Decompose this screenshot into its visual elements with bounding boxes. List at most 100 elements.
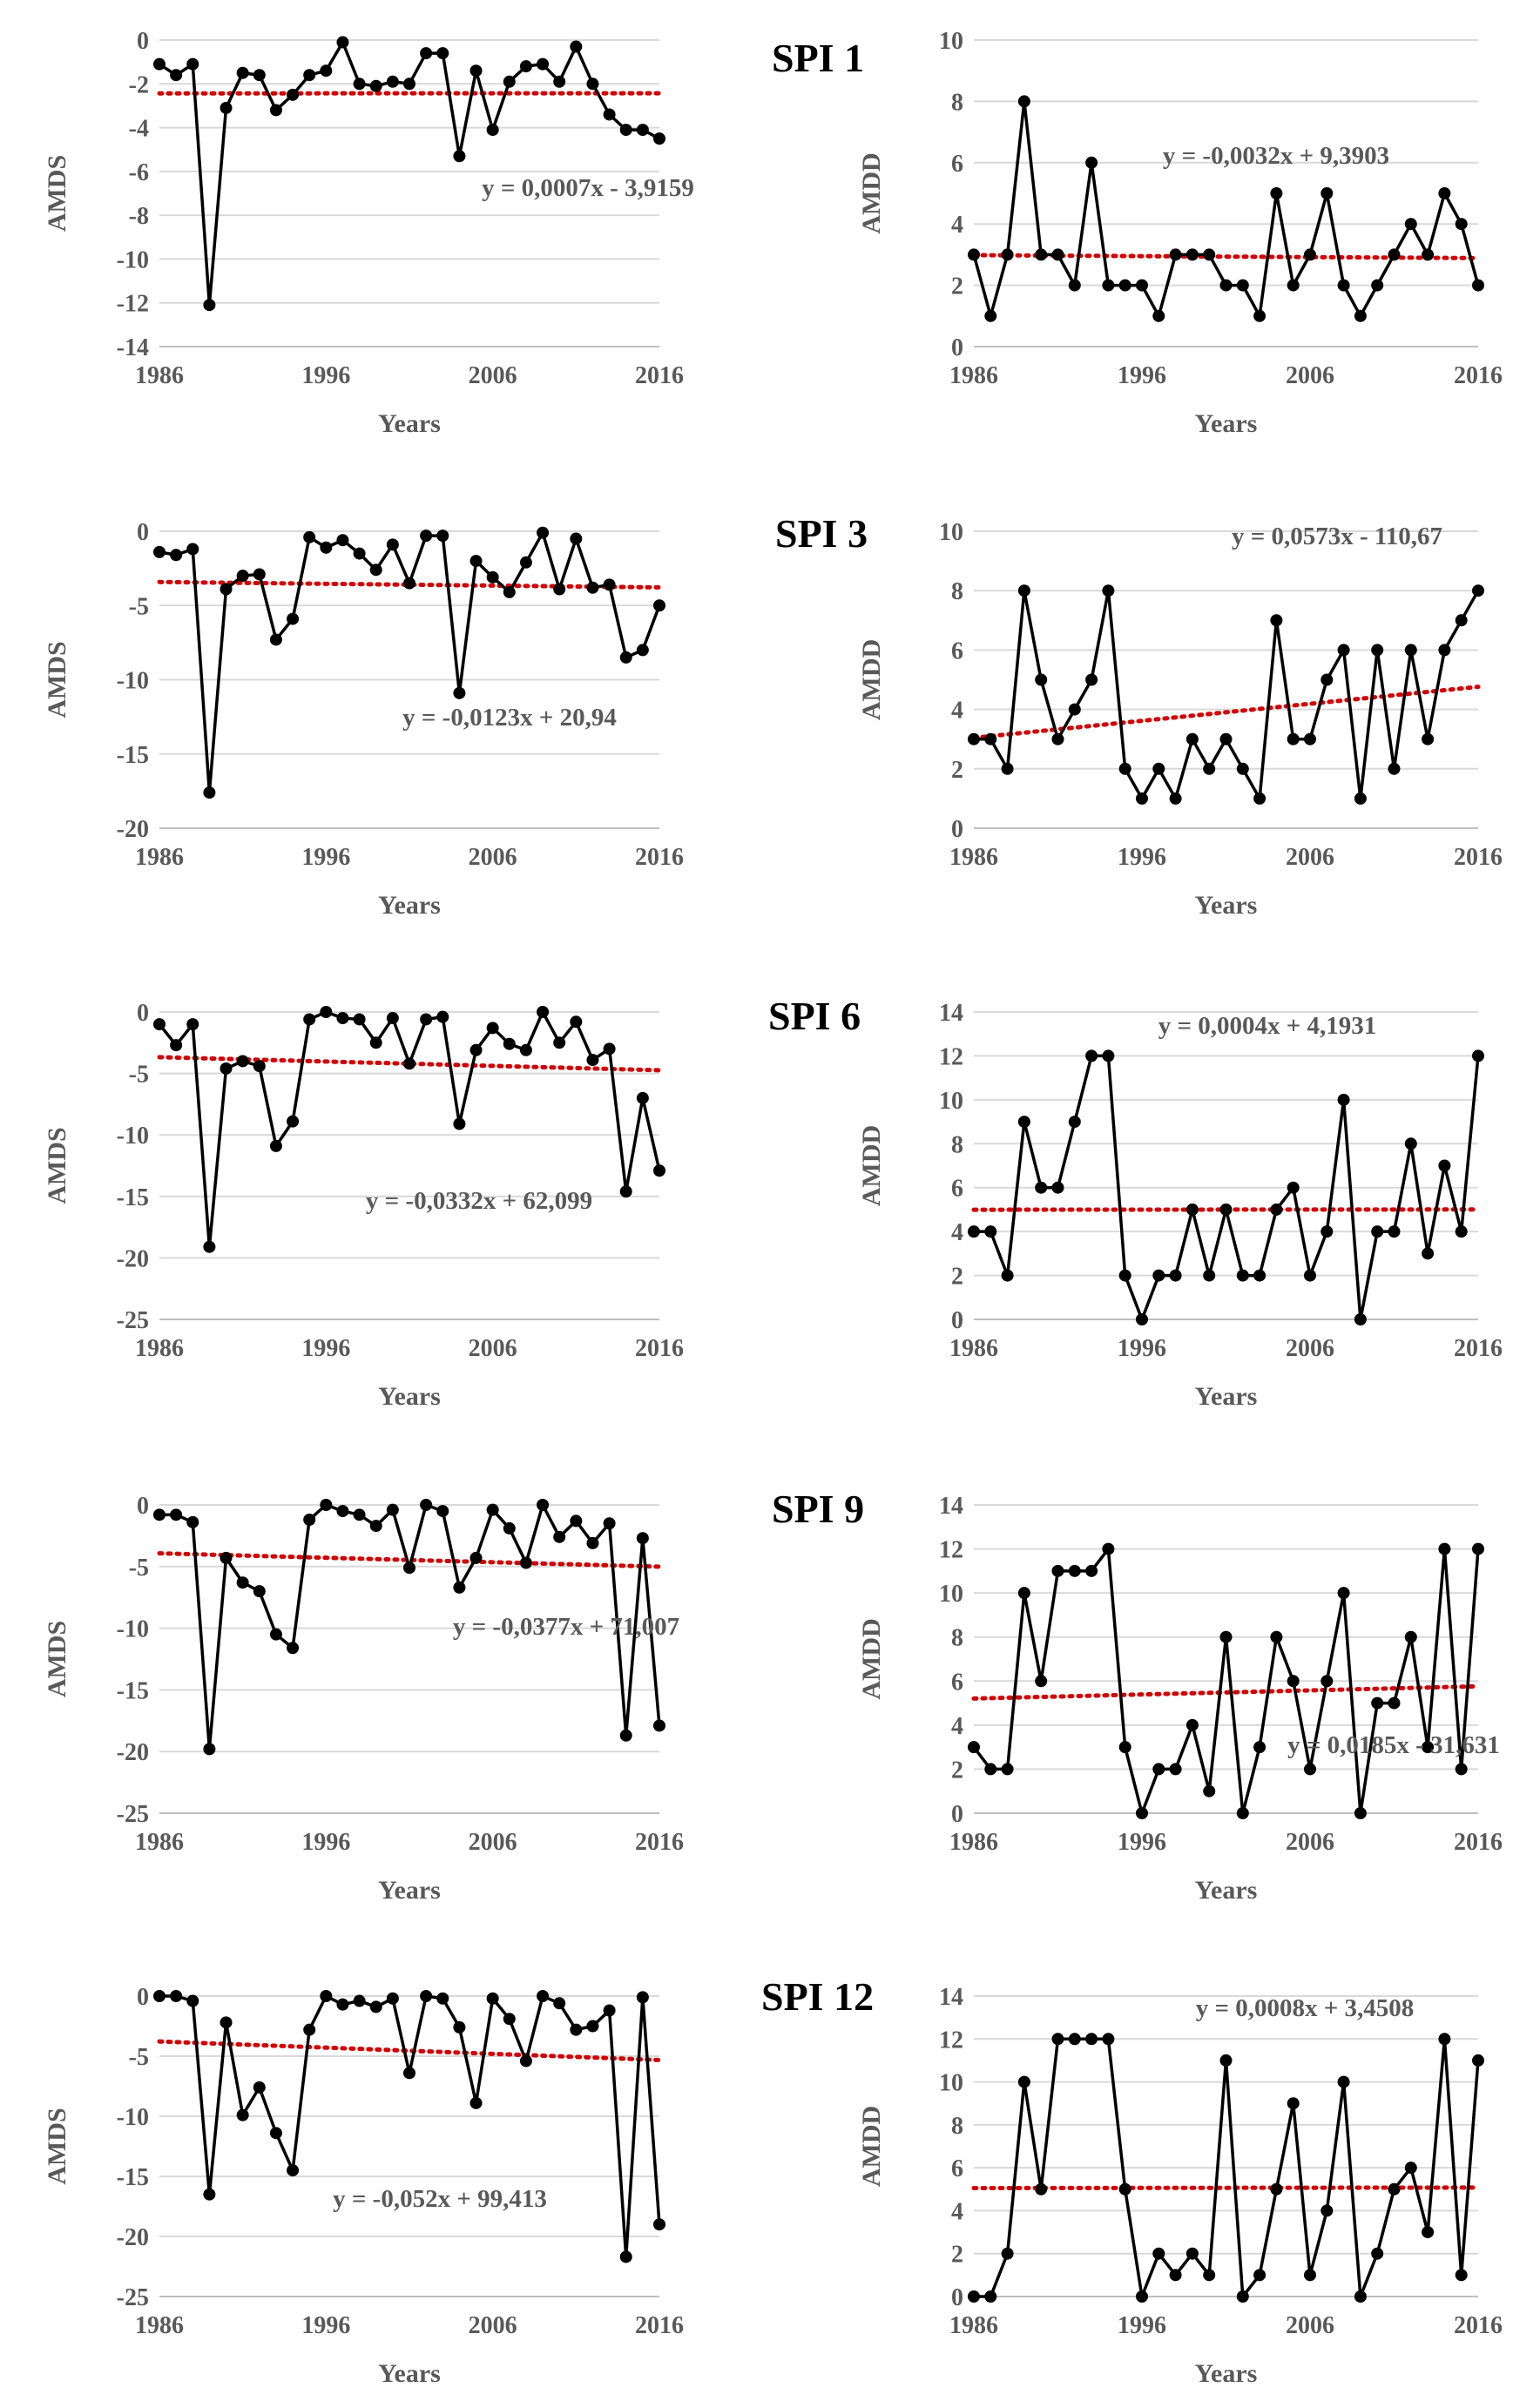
spi9-amds-point bbox=[570, 1514, 582, 1527]
spi3-amds-point bbox=[570, 533, 582, 545]
spi-12-label: SPI 12 bbox=[761, 1973, 874, 2020]
spi6-amdd-xtick-label: 2006 bbox=[1286, 1335, 1334, 1362]
spi6-amds-xtick-label: 2016 bbox=[635, 1335, 684, 1362]
spi1-amdd-ytick-label: 10 bbox=[939, 28, 963, 55]
spi9-amds-point bbox=[287, 1642, 299, 1654]
spi12-amdd-point bbox=[1320, 2204, 1333, 2216]
spi1-amdd-xtick-label: 2006 bbox=[1286, 362, 1334, 389]
spi6-amds-point bbox=[570, 1015, 582, 1028]
spi6-amds-xtick-label: 1996 bbox=[301, 1335, 350, 1362]
spi12-amdd-ytick-label: 10 bbox=[939, 2070, 963, 2097]
spi9-amdd-point bbox=[1018, 1587, 1030, 1599]
spi3-amdd-xtick-label: 1986 bbox=[949, 844, 998, 871]
spi3-amdd-ytick-label: 8 bbox=[951, 578, 963, 605]
spi9-amdd-point bbox=[1438, 1543, 1450, 1555]
spi12-amds-point bbox=[420, 1990, 432, 2002]
spi1-amds-ytick-label: -4 bbox=[129, 116, 149, 143]
spi12-amds-point bbox=[586, 2020, 598, 2033]
spi3-amdd-point bbox=[1237, 763, 1249, 775]
spi9-amds-point bbox=[320, 1499, 332, 1511]
spi6-amds-trend-equation: y = -0,0332x + 62,099 bbox=[366, 1187, 592, 1215]
spi12-amds-point bbox=[253, 2081, 266, 2094]
spi6-amds-xtick-label: 2006 bbox=[469, 1335, 517, 1362]
spi1-amds-ytick-label: -14 bbox=[117, 334, 149, 361]
spi1-amds-point bbox=[170, 69, 182, 81]
spi6-amdd-point bbox=[1119, 1270, 1131, 1282]
spi6-amdd-point bbox=[1220, 1204, 1233, 1216]
spi12-amds-point bbox=[387, 1993, 399, 2005]
spi1-amds-point bbox=[487, 124, 499, 136]
spi1-amds-point bbox=[237, 67, 249, 79]
spi6-amdd-ytick-label: 2 bbox=[951, 1264, 963, 1291]
spi6-amds-point bbox=[637, 1092, 649, 1104]
spi9-amdd-point bbox=[1388, 1697, 1401, 1710]
spi3-amds-point bbox=[203, 786, 215, 799]
spi1-amds-point bbox=[604, 108, 616, 120]
spi12-amdd-point bbox=[1035, 2183, 1047, 2196]
spi1-amdd-xtick-label: 1996 bbox=[1118, 362, 1166, 389]
spi9-amdd-point bbox=[1085, 1565, 1098, 1577]
spi1-amdd-point bbox=[1085, 157, 1098, 169]
spi3-amds-x-axis-title: Years bbox=[378, 891, 441, 920]
spi6-amds-point bbox=[237, 1055, 249, 1067]
spi6-amdd-point bbox=[984, 1225, 996, 1238]
spi3-amdd-point bbox=[1354, 793, 1367, 805]
spi3-amds-xtick-label: 1996 bbox=[301, 844, 350, 871]
spi3-amds-point bbox=[403, 577, 415, 590]
spi1-amdd-point bbox=[1371, 280, 1383, 292]
spi9-amds-point bbox=[354, 1508, 366, 1521]
spi9-amds-xtick-label: 2016 bbox=[635, 1829, 684, 1856]
spi1-amdd-point bbox=[1405, 218, 1417, 230]
spi12-amdd-trendline bbox=[974, 2188, 1478, 2189]
spi3-amdd-point bbox=[1085, 674, 1098, 686]
spi9-amds-point bbox=[653, 1719, 665, 1731]
spi12-amdd-x-axis-title: Years bbox=[1195, 2359, 1258, 2388]
spi12-amdd-point bbox=[1102, 2033, 1114, 2045]
spi3-amdd-xtick-label: 1996 bbox=[1118, 844, 1166, 871]
spi12-amds-series-line bbox=[159, 1996, 659, 2256]
spi6-amds-point bbox=[253, 1060, 266, 1072]
spi12-amdd-point bbox=[1220, 2054, 1233, 2067]
spi9-amdd-point bbox=[1069, 1565, 1081, 1577]
spi3-amds-point bbox=[253, 568, 266, 580]
spi12-amds-xtick-label: 2016 bbox=[635, 2312, 684, 2339]
spi6-amdd-point bbox=[1438, 1160, 1450, 1172]
spi6-amds-point bbox=[653, 1164, 665, 1177]
spi6-amdd-point bbox=[968, 1225, 980, 1238]
spi-9-label: SPI 9 bbox=[772, 1486, 864, 1532]
spi3-amdd-point bbox=[1304, 733, 1316, 745]
spi12-amdd-trend-equation: y = 0,0008x + 3,4508 bbox=[1196, 1994, 1415, 2022]
spi1-amdd-point bbox=[1152, 310, 1165, 322]
spi12-amdd-ytick-label: 14 bbox=[939, 1984, 963, 2011]
spi3-amds-point bbox=[270, 633, 282, 645]
spi6-amdd-x-axis-title: Years bbox=[1195, 1382, 1258, 1411]
spi6-amdd-ytick-label: 8 bbox=[951, 1131, 963, 1158]
spi12-amds-point bbox=[153, 1990, 165, 2002]
spi3-amdd-ytick-label: 6 bbox=[951, 637, 963, 664]
spi1-amds-point bbox=[203, 299, 215, 311]
spi3-amds-point bbox=[537, 527, 549, 539]
spi12-amdd-point bbox=[1270, 2183, 1282, 2196]
spi3-amdd-point bbox=[1203, 763, 1215, 775]
spi1-amdd-point bbox=[1237, 280, 1249, 292]
spi6-amdd-point bbox=[1338, 1094, 1350, 1106]
spi12-amds-point bbox=[237, 2109, 249, 2121]
spi1-amdd-point bbox=[1170, 248, 1182, 260]
spi9-amds-point bbox=[420, 1499, 432, 1511]
spi1-amdd-point bbox=[1052, 248, 1064, 260]
spi9-amdd-xtick-label: 2006 bbox=[1286, 1829, 1334, 1856]
spi1-amdd-point bbox=[1136, 280, 1148, 292]
spi9-amdd-ytick-label: 14 bbox=[939, 1493, 963, 1520]
spi3-amdd-point bbox=[1472, 584, 1484, 597]
spi12-amdd-point bbox=[1018, 2076, 1030, 2088]
spi6-amdd-point bbox=[1018, 1116, 1030, 1128]
spi1-amds-point bbox=[436, 47, 449, 59]
spi6-amds-point bbox=[503, 1038, 516, 1050]
spi3-amdd-y-axis-title: AMDD bbox=[857, 639, 886, 720]
spi12-amds-ytick-label: -25 bbox=[117, 2284, 149, 2311]
spi6-amdd-point bbox=[1371, 1225, 1383, 1238]
spi6-amds-point bbox=[470, 1044, 483, 1056]
spi3-amds-point bbox=[186, 543, 199, 555]
spi3-amdd-point bbox=[1119, 763, 1131, 775]
spi6-amds-point bbox=[586, 1054, 598, 1066]
